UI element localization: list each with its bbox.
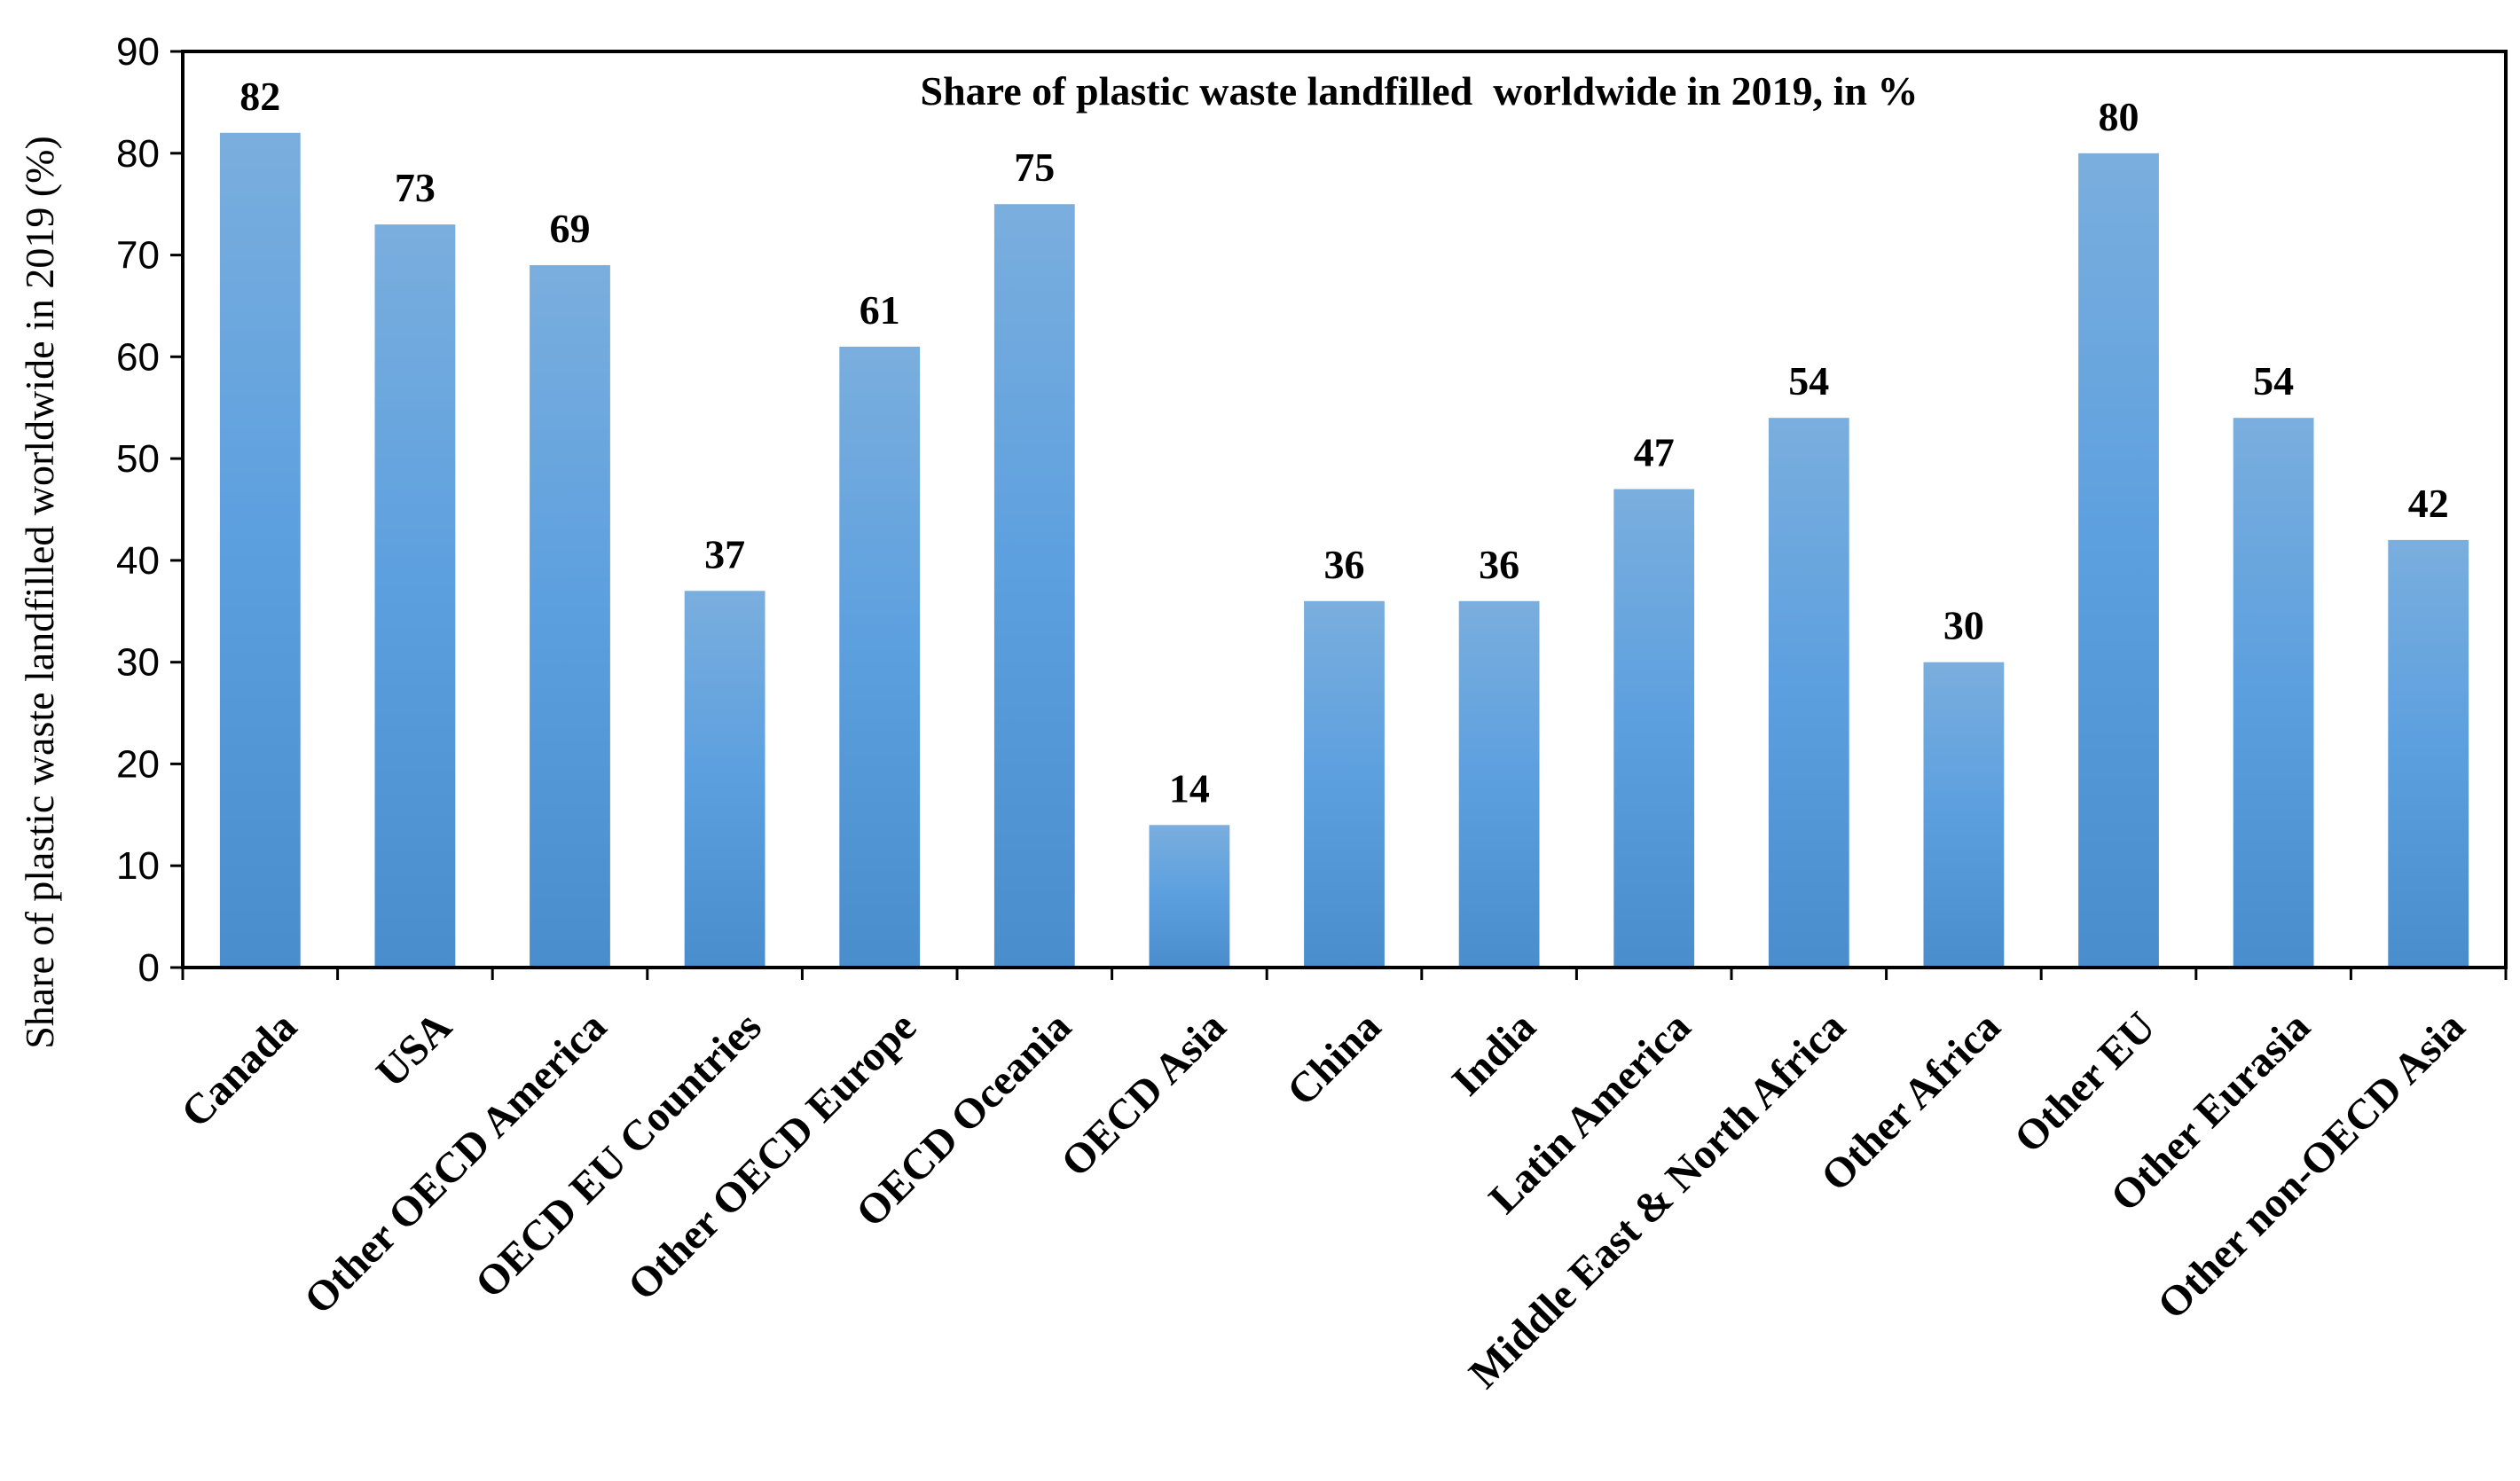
bar-0 <box>219 132 301 968</box>
bar-10 <box>1768 418 1849 968</box>
y-axis-title: Share of plastic waste landfilled worldw… <box>17 136 62 1049</box>
bar-9 <box>1613 489 1695 968</box>
value-label-8: 36 <box>1479 542 1519 587</box>
y-tick-label-5: 50 <box>116 437 160 481</box>
bars-layer <box>219 132 2469 968</box>
value-label-7: 36 <box>1324 542 1365 587</box>
value-label-1: 73 <box>395 165 436 210</box>
value-label-3: 37 <box>704 531 745 576</box>
value-label-4: 61 <box>860 287 900 333</box>
category-label-8: India <box>1443 1003 1545 1105</box>
bar-11 <box>1923 662 2005 968</box>
category-label-3: OECD EU Countries <box>467 1003 771 1307</box>
bar-1 <box>374 224 456 968</box>
value-label-9: 47 <box>1634 430 1675 475</box>
y-tick-label-0: 0 <box>138 946 160 990</box>
bar-6 <box>1149 825 1230 968</box>
chart-title: Share of plastic waste landfilled worldw… <box>921 68 1919 114</box>
value-label-14: 42 <box>2408 481 2449 526</box>
y-tick-label-3: 30 <box>116 641 160 685</box>
value-label-5: 75 <box>1014 145 1055 190</box>
bar-5 <box>993 204 1075 968</box>
category-label-6: OECD Asia <box>1052 1003 1235 1186</box>
y-tick-label-4: 40 <box>116 539 160 583</box>
category-label-2: Other OECD America <box>295 1003 616 1323</box>
category-label-12: Other EU <box>2006 1003 2164 1162</box>
category-label-14: Other non-OECD Asia <box>2148 1003 2474 1328</box>
value-label-6: 14 <box>1169 765 1210 811</box>
value-label-11: 30 <box>1943 603 1984 648</box>
y-tick-label-1: 10 <box>116 844 160 888</box>
bar-12 <box>2078 153 2159 968</box>
bar-14 <box>2388 539 2469 968</box>
bar-7 <box>1304 600 1385 968</box>
y-tick-label-6: 60 <box>116 335 160 379</box>
value-label-2: 69 <box>550 206 591 251</box>
bar-13 <box>2233 418 2314 968</box>
category-label-4: Other OECD Europe <box>619 1003 925 1309</box>
y-tick-label-2: 20 <box>116 742 160 786</box>
value-label-12: 80 <box>2099 94 2139 139</box>
value-label-0: 82 <box>239 74 280 119</box>
y-tick-label-7: 70 <box>116 234 160 278</box>
value-label-10: 54 <box>1788 358 1829 404</box>
axes-layer <box>170 50 2508 980</box>
bar-8 <box>1458 600 1540 968</box>
category-label-0: Canada <box>172 1003 306 1137</box>
y-tick-label-9: 90 <box>116 30 160 74</box>
bar-4 <box>839 346 921 968</box>
y-tick-label-8: 80 <box>116 132 160 176</box>
bar-3 <box>684 591 765 968</box>
category-label-1: USA <box>367 1003 461 1097</box>
value-label-13: 54 <box>2253 358 2294 404</box>
plot-frame <box>181 50 2508 969</box>
bar-2 <box>530 265 610 968</box>
category-label-7: China <box>1278 1003 1390 1115</box>
